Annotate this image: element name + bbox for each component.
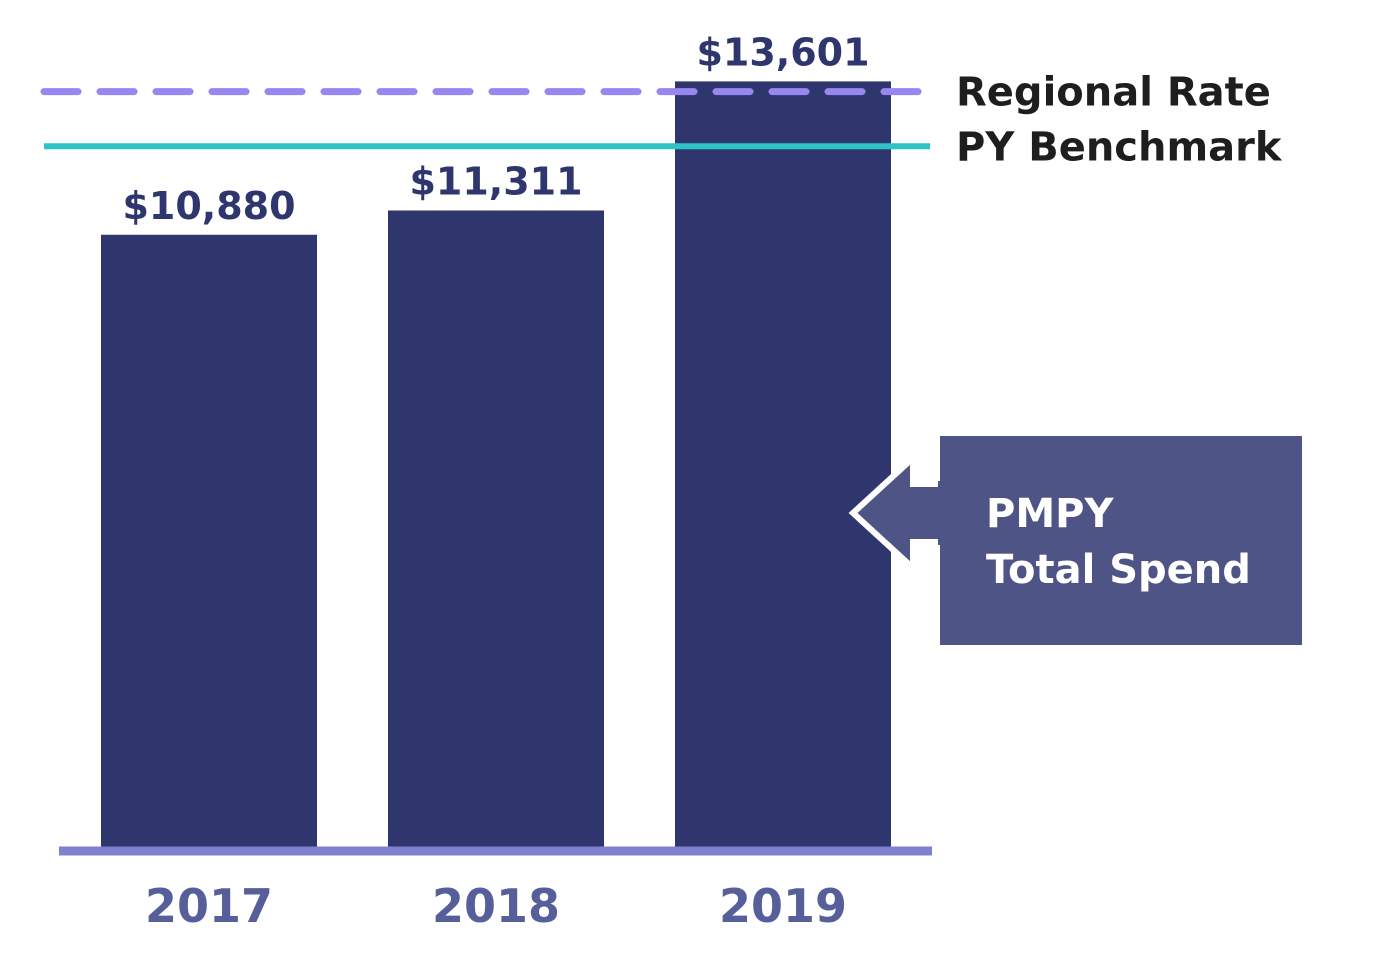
value-label-2018: $11,311	[409, 159, 582, 203]
value-label-2019: $13,601	[696, 30, 869, 74]
legend-label-py-benchmark: PY Benchmark	[956, 124, 1283, 170]
legend-label-regional-rate: Regional Rate	[956, 70, 1271, 116]
bar-2019	[675, 81, 891, 848]
bars-layer	[101, 81, 891, 849]
bar-2018	[388, 210, 604, 849]
value-labels-layer: $10,880 $11,311 $13,601	[122, 30, 869, 227]
callout-line-2: Total Spend	[986, 547, 1251, 593]
value-label-2017: $10,880	[122, 184, 295, 228]
reference-lines-layer	[40, 88, 934, 150]
x-tick-labels-layer: 2017 2018 2019	[145, 879, 847, 933]
callout-line-1: PMPY	[986, 491, 1114, 537]
x-tick-label-2017: 2017	[145, 879, 273, 933]
x-tick-label-2018: 2018	[432, 879, 560, 933]
callout-pmpy-total-spend: PMPY Total Spend	[848, 436, 1302, 645]
callout-seam	[938, 481, 946, 545]
legend-layer: Regional Rate PY Benchmark	[956, 70, 1283, 171]
x-tick-label-2019: 2019	[719, 879, 847, 933]
callout-arrow-left-icon	[848, 451, 945, 575]
bar-2017	[101, 234, 317, 848]
callout-box	[940, 436, 1302, 645]
